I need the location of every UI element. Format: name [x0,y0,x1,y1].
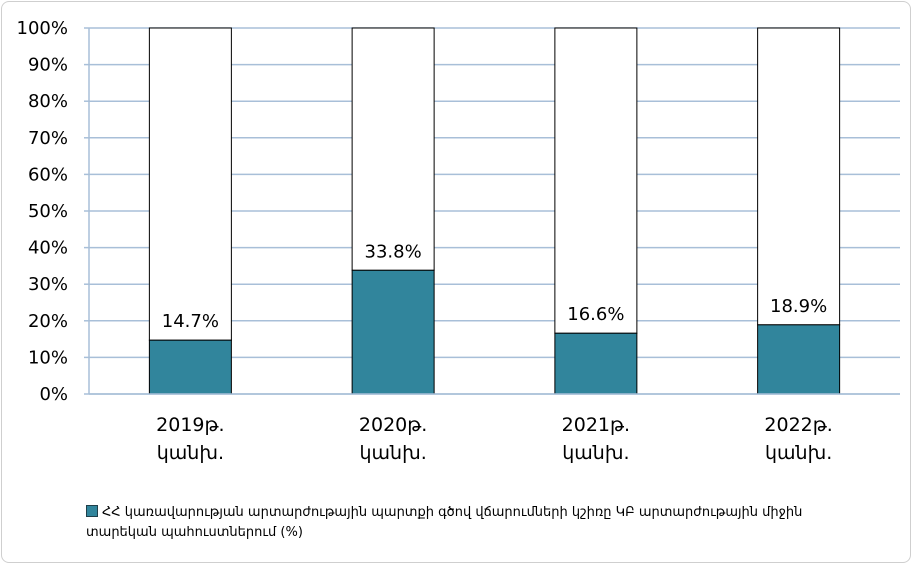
bar-remainder [757,27,841,326]
y-tick-label: 40% [28,238,68,259]
y-tick-label: 80% [28,91,68,112]
y-tick-label: 20% [28,311,68,332]
legend: ՀՀ կառավարության արտարժութային պարտքի գծ… [86,503,876,543]
bar-share [757,324,841,395]
data-label: 33.8% [365,241,422,262]
y-tick-label: 60% [28,164,68,185]
y-axis: 0% 10% 20% 30% 40% 50% 60% 70% 80% 90% 100% [17,18,90,405]
bar-share [351,269,435,395]
bars: 14.7% 33.8% 16.6% 18.9% [148,27,841,395]
x-tick-label: կանխ. [562,442,629,464]
data-label: 18.9% [770,296,827,317]
bar-remainder [554,27,638,334]
x-tick-label: 2019թ. [156,414,224,436]
x-tick-label: կանխ. [157,442,224,464]
y-tick-label: 50% [28,201,68,222]
legend-label: ՀՀ կառավարության արտարժութային պարտքի գծ… [86,505,803,540]
bar-remainder [351,27,435,271]
x-tick-label: 2022թ. [764,414,832,436]
x-tick-label: 2020թ. [359,414,427,436]
y-tick-label: 70% [28,128,68,149]
bar-share [148,339,232,395]
data-label: 14.7% [162,311,219,332]
data-label: 16.6% [567,304,624,325]
bar-share [554,332,638,395]
x-tick-label: կանխ. [359,442,426,464]
y-tick-label: 90% [28,55,68,76]
y-tick-label: 10% [28,347,68,368]
y-tick-label: 30% [28,274,68,295]
bar-remainder [148,27,232,341]
y-tick-label: 0% [39,384,68,405]
legend-swatch [86,505,98,517]
x-axis: 2019թ. կանխ. 2020թ. կանխ. 2021թ. կանխ. 2022թ. կ… [89,393,900,464]
y-tick-label: 100% [17,18,68,39]
x-tick-label: կանխ. [765,442,832,464]
x-tick-label: 2021թ. [562,414,630,436]
